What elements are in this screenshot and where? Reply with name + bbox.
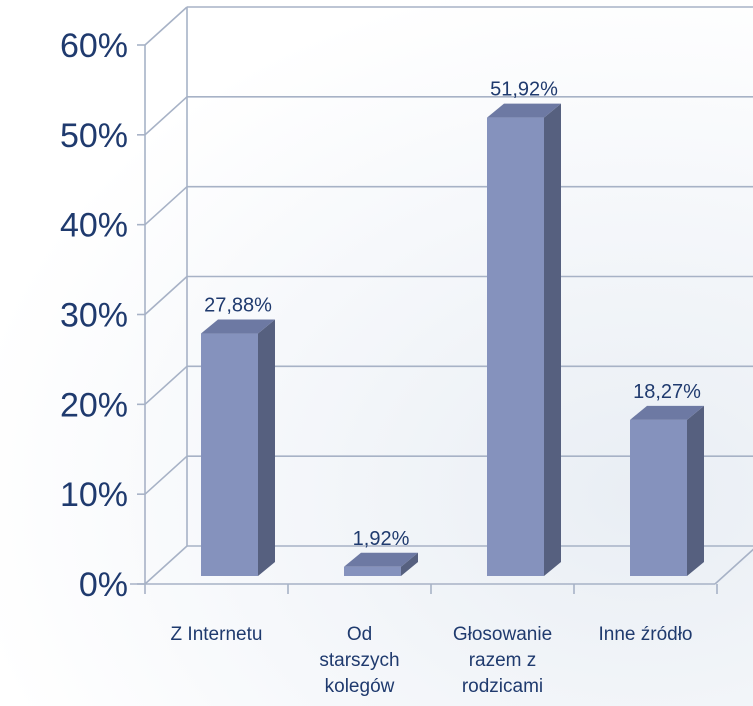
x-tick-label: Z Internetu: [171, 624, 263, 645]
bar: [344, 552, 418, 576]
y-tick-label: 40%: [60, 207, 128, 245]
x-tick-label: Od starszych kolegów: [319, 624, 399, 697]
data-label: 27,88%: [204, 295, 272, 317]
gridline-diagonal: [144, 275, 188, 316]
x-tick-label-line: Inne źródło: [598, 624, 692, 645]
y-axis-ticks: 0% 10% 20% 30% 40% 50% 60%: [60, 27, 128, 604]
bar-front: [201, 333, 258, 576]
data-label: 18,27%: [633, 381, 701, 403]
bar: [630, 405, 704, 576]
x-tick-label-line: kolegów: [325, 676, 395, 697]
axes: [130, 7, 753, 594]
gridline-diagonal: [144, 96, 188, 136]
gridline-diagonal: [144, 545, 188, 585]
bar-side: [687, 405, 704, 576]
x-tick-label: Inne źródło: [598, 624, 692, 645]
bar-front: [630, 419, 687, 576]
gridline-diagonal: [144, 6, 188, 46]
bar: [487, 103, 561, 577]
x-tick-label: Głosowanie razem z rodzicami: [453, 624, 552, 697]
gridline-diagonal: [144, 365, 188, 405]
bar-side: [544, 103, 561, 577]
x-tick-label-line: rodzicami: [462, 676, 543, 697]
x-tick-label-line: Z Internetu: [171, 624, 263, 645]
x-tick-label-line: Od: [347, 624, 372, 645]
bar-side: [258, 319, 275, 576]
y-tick-label: 50%: [60, 117, 128, 155]
gridline-diagonal: [144, 186, 188, 226]
data-label: 51,92%: [490, 79, 558, 101]
bar-top: [344, 552, 418, 567]
y-tick-label: 60%: [60, 27, 128, 65]
gridline-diagonal: [144, 455, 188, 495]
bar-top: [201, 319, 275, 334]
gridlines: [144, 6, 753, 585]
y-tick-label: 0%: [79, 566, 128, 604]
x-tick-label-line: starszych: [319, 650, 399, 671]
bars: [201, 103, 704, 577]
bar-front: [487, 117, 544, 577]
data-labels: 27,88% 1,92% 51,92% 18,27%: [204, 79, 701, 550]
x-axis-ticks: Z Internetu Od starszych kolegów Głosowanie r…: [171, 624, 693, 697]
bar: [201, 319, 275, 576]
data-label: 1,92%: [353, 528, 410, 550]
x-tick-label-line: Głosowanie: [453, 624, 552, 645]
y-tick-label: 10%: [60, 476, 128, 514]
bar-top: [487, 103, 561, 118]
x-tick-label-line: razem z: [469, 650, 537, 671]
bar-front: [344, 566, 401, 576]
y-tick-label: 20%: [60, 386, 128, 424]
bar-side: [401, 552, 418, 576]
floor-right-edge: [714, 548, 753, 585]
bar-top: [630, 405, 704, 420]
y-tick-label: 30%: [60, 297, 128, 335]
